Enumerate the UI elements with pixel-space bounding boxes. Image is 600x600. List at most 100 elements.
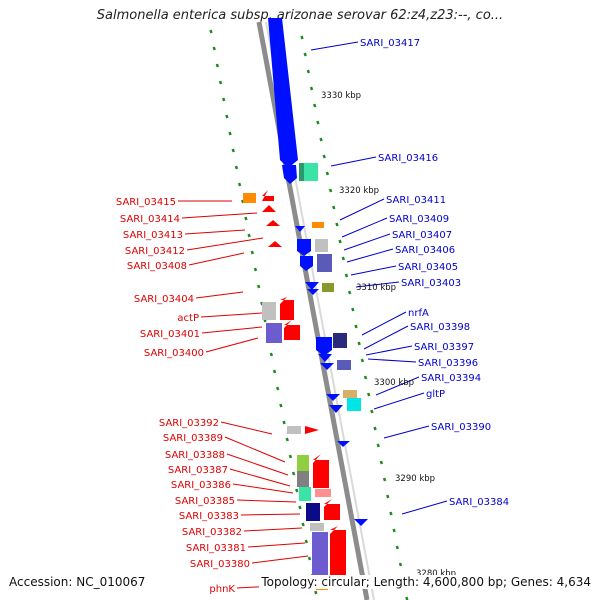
gene-label-sari-03403[interactable]: SARI_03403 <box>401 278 461 289</box>
gene-sari-03411[interactable] <box>295 226 305 232</box>
gene-label-sari-03381[interactable]: SARI_03381 <box>186 543 246 554</box>
tick-mark <box>212 46 216 51</box>
gene-sari-03415[interactable] <box>243 193 256 203</box>
gene-sari-03384[interactable] <box>354 519 368 526</box>
gene-label-sari-03406[interactable]: SARI_03406 <box>395 245 455 256</box>
gene-sari-03404[interactable] <box>262 302 276 320</box>
gene-sari-03414[interactable] <box>262 205 276 212</box>
gene-label-sari-03397[interactable]: SARI_03397 <box>414 342 474 353</box>
gene-sari-03401[interactable] <box>266 323 282 343</box>
leader-line <box>251 555 309 564</box>
gene-sari-03416[interactable] <box>282 165 297 184</box>
gene-sari-03392[interactable] <box>287 426 301 434</box>
gene-label-sari-03380[interactable]: SARI_03380 <box>190 559 250 570</box>
gene-label-sari-03413[interactable]: SARI_03413 <box>123 230 183 241</box>
gene-label-sari-03411[interactable]: SARI_03411 <box>386 195 446 206</box>
tick-mark <box>222 97 226 102</box>
gene-block-03416b[interactable] <box>299 163 304 181</box>
gene-gltp[interactable] <box>347 398 361 411</box>
gene-sari-03396b[interactable] <box>337 360 351 370</box>
gene-sari-03413[interactable] <box>266 220 280 226</box>
accession-text: Accession: NC_010067 <box>9 575 146 589</box>
gene-sari-03387b[interactable] <box>315 489 331 497</box>
gene-block-03416[interactable] <box>303 163 318 181</box>
gene-label-sari-03398[interactable]: SARI_03398 <box>410 322 470 333</box>
gene-label-sari-03405[interactable]: SARI_03405 <box>398 262 458 273</box>
gene-label-sari-03396[interactable]: SARI_03396 <box>418 358 478 369</box>
gene-sari-03388[interactable] <box>297 471 309 487</box>
tick-mark <box>319 137 323 142</box>
gene-label-actp[interactable]: actP <box>177 313 199 324</box>
gene-sari-03396[interactable] <box>320 363 334 370</box>
gene-sari-03397[interactable] <box>318 354 332 362</box>
gene-label-sari-03401[interactable]: SARI_03401 <box>140 329 200 340</box>
gene-label-nrfa[interactable]: nrfA <box>408 308 429 319</box>
gene-sari-03407[interactable] <box>297 239 311 256</box>
gene-label-sari-03385[interactable]: SARI_03385 <box>175 496 235 507</box>
gene-label-sari-03383[interactable]: SARI_03383 <box>179 511 239 522</box>
gene-sari-03385[interactable] <box>306 503 320 521</box>
gene-label-sari-03389[interactable]: SARI_03389 <box>163 433 223 444</box>
gene-sari-03389[interactable] <box>297 455 309 471</box>
gene-sari-03390[interactable] <box>337 441 350 447</box>
gene-sari-03380[interactable] <box>330 526 346 577</box>
gene-label-sari-03408[interactable]: SARI_03408 <box>127 261 187 272</box>
gene-label-sari-03417[interactable]: SARI_03417 <box>360 38 420 49</box>
gene-label-sari-03415[interactable]: SARI_03415 <box>116 197 176 208</box>
gene-sari-03403c[interactable] <box>322 283 334 292</box>
gene-label-sari-03412[interactable]: SARI_03412 <box>125 246 185 257</box>
gene-label-sari-03386[interactable]: SARI_03386 <box>171 480 231 491</box>
tick-mark <box>215 63 220 68</box>
gene-sari-03381[interactable] <box>312 532 328 577</box>
tick-mark <box>307 556 312 561</box>
gene-actp[interactable] <box>280 297 294 320</box>
scale-label: 3320 kbp <box>339 186 379 196</box>
gene-sari-03407b[interactable] <box>315 239 328 252</box>
leader-line <box>367 358 417 363</box>
gene-label-sari-03387[interactable]: SARI_03387 <box>168 465 228 476</box>
gene-sari-03398[interactable] <box>333 333 347 348</box>
tick-mark <box>269 352 274 357</box>
tick-mark <box>309 86 314 91</box>
gene-label-sari-03404[interactable]: SARI_03404 <box>134 294 194 305</box>
gene-label-sari-03400[interactable]: SARI_03400 <box>144 348 204 359</box>
gene-gltp-b[interactable] <box>329 405 343 413</box>
gene-label-phnk[interactable]: phnK <box>209 584 235 595</box>
gene-label-sari-03409[interactable]: SARI_03409 <box>389 214 449 225</box>
gene-label-sari-03390[interactable]: SARI_03390 <box>431 422 491 433</box>
gene-sari-03403b[interactable] <box>307 289 319 295</box>
gene-sari-03386[interactable] <box>299 487 311 501</box>
gene-label-sari-03394[interactable]: SARI_03394 <box>421 373 481 384</box>
tick-mark <box>225 114 229 119</box>
leader-line <box>224 436 286 463</box>
gene-sari-03403[interactable] <box>305 282 319 290</box>
gene-sari-03383[interactable] <box>324 499 340 520</box>
tick-mark <box>285 437 289 442</box>
gene-sari-03400[interactable] <box>284 320 300 340</box>
gene-label-gltp[interactable]: gltP <box>426 389 445 400</box>
gene-sari-03406[interactable] <box>300 256 313 271</box>
tick-mark <box>395 545 399 550</box>
tick-mark <box>218 80 223 85</box>
gene-sari-03382[interactable] <box>310 523 324 531</box>
gene-label-sari-03407[interactable]: SARI_03407 <box>392 230 452 241</box>
gene-sari-03394b[interactable] <box>343 390 357 398</box>
gene-label-sari-03392[interactable]: SARI_03392 <box>159 418 219 429</box>
gene-label-sari-03416[interactable]: SARI_03416 <box>378 153 438 164</box>
tick-mark <box>250 250 254 255</box>
gene-label-sari-03382[interactable]: SARI_03382 <box>182 527 242 538</box>
gene-sari-03392b[interactable] <box>305 426 319 434</box>
gene-sari-03417[interactable] <box>268 18 298 168</box>
gene-sari-03387[interactable] <box>313 454 329 488</box>
gene-sari-03409[interactable] <box>312 222 324 228</box>
gene-sari-03394[interactable] <box>326 394 340 401</box>
gene-label-sari-03414[interactable]: SARI_03414 <box>120 214 180 225</box>
gene-label-sari-03388[interactable]: SARI_03388 <box>165 450 225 461</box>
gene-sari-03412[interactable] <box>268 241 282 247</box>
gene-nrfa[interactable] <box>316 337 332 356</box>
gene-sari-03415b[interactable] <box>262 190 274 201</box>
tick-mark <box>379 460 384 465</box>
gene-label-sari-03384[interactable]: SARI_03384 <box>449 497 509 508</box>
gene-sari-03405[interactable] <box>317 254 332 272</box>
